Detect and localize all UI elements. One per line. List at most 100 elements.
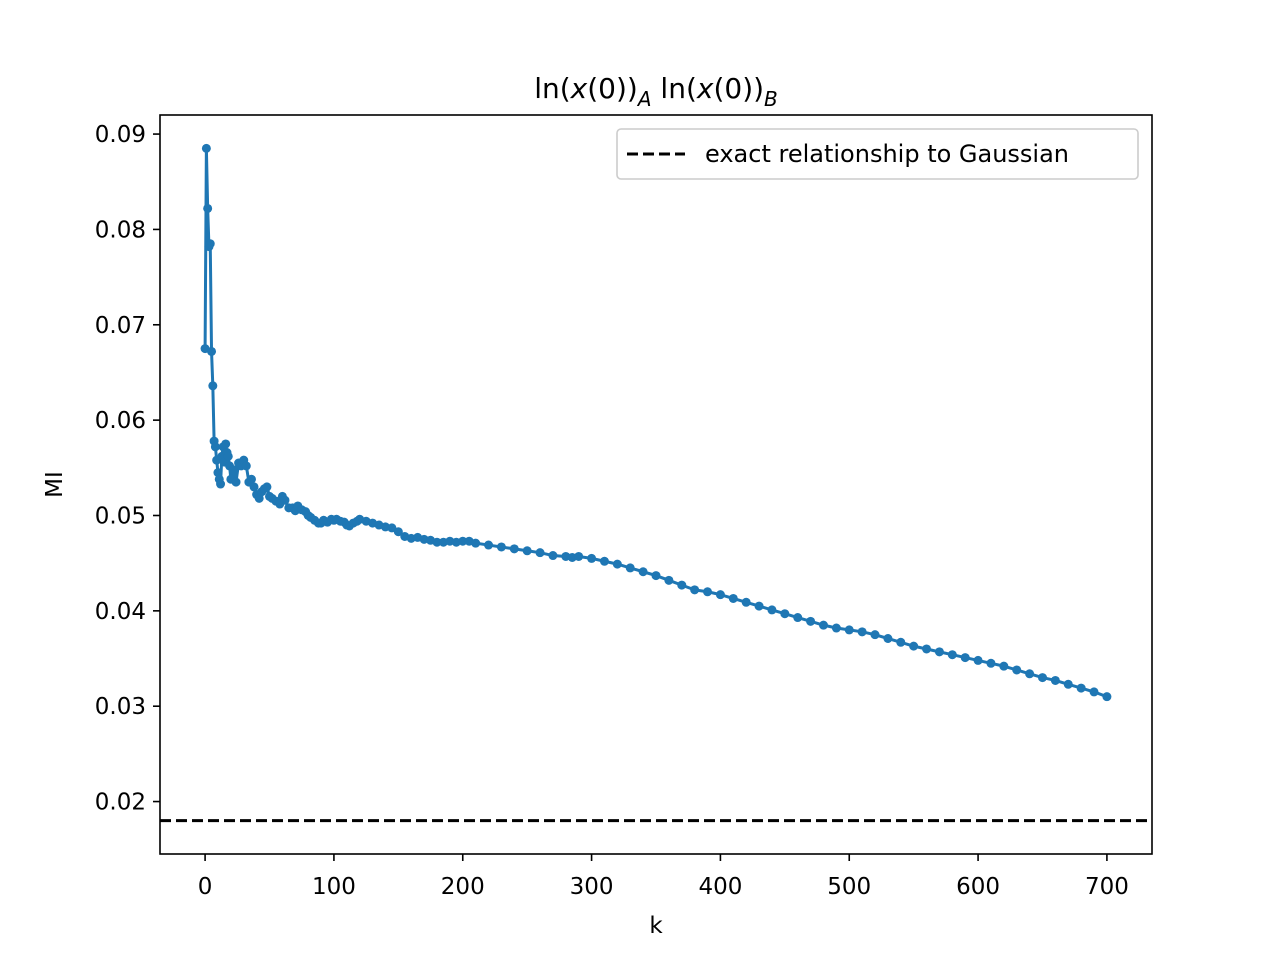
data-point bbox=[754, 601, 764, 611]
data-point bbox=[1012, 665, 1022, 675]
data-point bbox=[522, 546, 532, 556]
data-point bbox=[857, 627, 867, 637]
data-point bbox=[231, 477, 241, 487]
title-part: B bbox=[764, 87, 778, 111]
y-axis: 0.02 0.03 0.04 0.05 0.06 0.07 0.08 0.09 bbox=[95, 122, 160, 816]
data-point bbox=[638, 567, 648, 577]
data-point bbox=[223, 451, 233, 461]
data-point bbox=[535, 548, 545, 558]
chart-title: ln(x(0))A ln(x(0))B bbox=[534, 72, 778, 111]
data-point bbox=[1076, 683, 1086, 693]
plot-frame bbox=[159, 114, 1153, 855]
data-point bbox=[201, 143, 211, 153]
x-tick-label: 0 bbox=[198, 874, 213, 900]
data-point bbox=[625, 563, 635, 573]
data-point bbox=[883, 633, 893, 643]
data-point bbox=[741, 597, 751, 607]
data-point bbox=[213, 468, 223, 478]
data-point bbox=[1089, 687, 1099, 697]
x-tick-label: 400 bbox=[698, 874, 742, 900]
x-tick-label: 700 bbox=[1085, 874, 1129, 900]
title-part: x bbox=[696, 72, 714, 105]
data-point bbox=[207, 346, 217, 356]
data-point bbox=[651, 571, 661, 581]
data-point bbox=[484, 540, 494, 550]
data-point bbox=[210, 442, 220, 452]
data-point bbox=[728, 593, 738, 603]
series-group bbox=[200, 143, 1112, 702]
title-part: ln( bbox=[534, 72, 570, 105]
data-point bbox=[249, 482, 259, 492]
y-axis-label: MI bbox=[42, 471, 68, 498]
x-tick-label: 500 bbox=[827, 874, 871, 900]
data-point bbox=[677, 580, 687, 590]
data-point bbox=[262, 482, 272, 492]
data-point bbox=[587, 553, 597, 563]
x-axis-label: k bbox=[649, 913, 663, 939]
data-point bbox=[612, 559, 622, 569]
data-point bbox=[870, 630, 880, 640]
y-tick-label: 0.09 bbox=[95, 122, 146, 148]
legend: exact relationship to Gaussian bbox=[616, 128, 1139, 180]
y-tick-label: 0.07 bbox=[95, 313, 146, 339]
data-point bbox=[208, 381, 218, 391]
y-tick-label: 0.08 bbox=[95, 217, 146, 243]
y-tick-label: 0.02 bbox=[95, 790, 146, 816]
title-part: ln( bbox=[652, 72, 697, 105]
data-point bbox=[599, 556, 609, 566]
y-tick-label: 0.05 bbox=[95, 503, 146, 529]
data-point bbox=[1063, 679, 1073, 689]
data-point bbox=[806, 616, 816, 626]
chart-title-text: ln(x(0))A ln(x(0))B bbox=[534, 72, 778, 111]
data-point bbox=[509, 544, 519, 554]
data-point bbox=[548, 551, 558, 561]
data-point bbox=[1037, 673, 1047, 683]
data-point bbox=[1102, 692, 1112, 702]
legend-box bbox=[616, 128, 1139, 180]
data-point bbox=[221, 439, 231, 449]
data-point bbox=[793, 613, 803, 623]
x-tick-label: 200 bbox=[441, 874, 485, 900]
data-point bbox=[986, 658, 996, 668]
data-point bbox=[1050, 675, 1060, 685]
x-tick-label: 600 bbox=[956, 874, 1000, 900]
data-point bbox=[690, 585, 700, 595]
data-point bbox=[471, 538, 481, 548]
x-tick-label: 100 bbox=[312, 874, 356, 900]
data-point bbox=[228, 465, 238, 475]
data-point bbox=[818, 620, 828, 630]
data-point bbox=[246, 474, 256, 484]
data-point bbox=[1025, 669, 1035, 679]
data-point bbox=[922, 644, 932, 654]
data-point bbox=[432, 537, 442, 547]
data-point bbox=[216, 479, 226, 489]
legend-label: exact relationship to Gaussian bbox=[705, 140, 1069, 168]
data-point bbox=[909, 641, 919, 651]
data-point bbox=[280, 495, 290, 505]
data-point bbox=[574, 551, 584, 561]
data-point bbox=[496, 542, 506, 552]
data-point bbox=[947, 650, 957, 660]
data-point bbox=[715, 590, 725, 600]
data-point bbox=[831, 623, 841, 633]
data-point bbox=[241, 461, 251, 471]
title-part: x bbox=[570, 72, 588, 105]
data-point bbox=[664, 575, 674, 585]
data-point bbox=[973, 655, 983, 665]
data-point bbox=[205, 239, 215, 249]
data-point bbox=[896, 637, 906, 647]
x-tick-label: 300 bbox=[570, 874, 614, 900]
data-point bbox=[703, 587, 713, 597]
title-part: A bbox=[636, 87, 652, 111]
data-point bbox=[203, 203, 213, 213]
data-point bbox=[999, 661, 1009, 671]
y-tick-label: 0.03 bbox=[95, 694, 146, 720]
title-part: (0)) bbox=[587, 72, 638, 105]
data-point bbox=[844, 625, 854, 635]
data-point bbox=[780, 609, 790, 619]
title-part: (0)) bbox=[713, 72, 764, 105]
data-point bbox=[393, 527, 403, 537]
data-point bbox=[458, 536, 468, 546]
y-tick-label: 0.06 bbox=[95, 408, 146, 434]
